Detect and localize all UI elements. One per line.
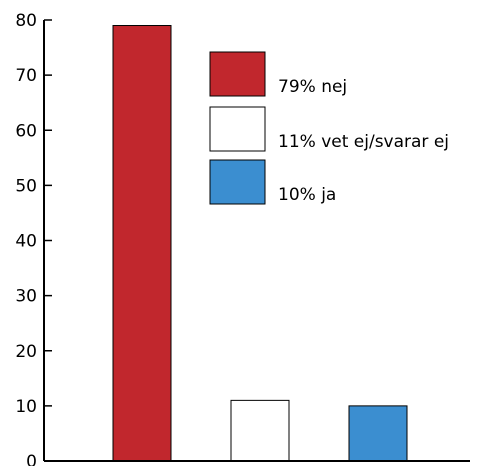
y-tick-label: 70 [15,66,37,86]
y-tick-label: 10 [15,397,37,417]
bars-group [112,25,408,462]
y-ticks-group: 0 10 20 30 40 50 60 70 80 [15,11,52,466]
y-tick-label: 30 [15,287,37,307]
y-tick-label: 0 [26,452,37,466]
legend-label-nej: 79% nej [278,77,347,97]
legend-swatch-vet-ej-svarar-ej [209,106,266,152]
y-tick-label: 50 [15,176,37,196]
bar-nej [112,25,172,462]
legend: 79% nej 11% vet ej/svarar ej 10% ja [209,51,449,205]
bar-vet-ej-svarar-ej [230,399,290,462]
legend-label-ja: 10% ja [278,185,336,205]
legend-swatch-ja [209,159,266,205]
y-tick-label: 80 [15,11,37,31]
y-tick-label: 40 [15,232,37,252]
legend-swatch-nej [209,51,266,97]
y-tick-label: 60 [15,121,37,141]
bar-ja [348,405,408,462]
legend-label-vet-ej-svarar-ej: 11% vet ej/svarar ej [278,132,449,152]
y-tick-label: 20 [15,342,37,362]
